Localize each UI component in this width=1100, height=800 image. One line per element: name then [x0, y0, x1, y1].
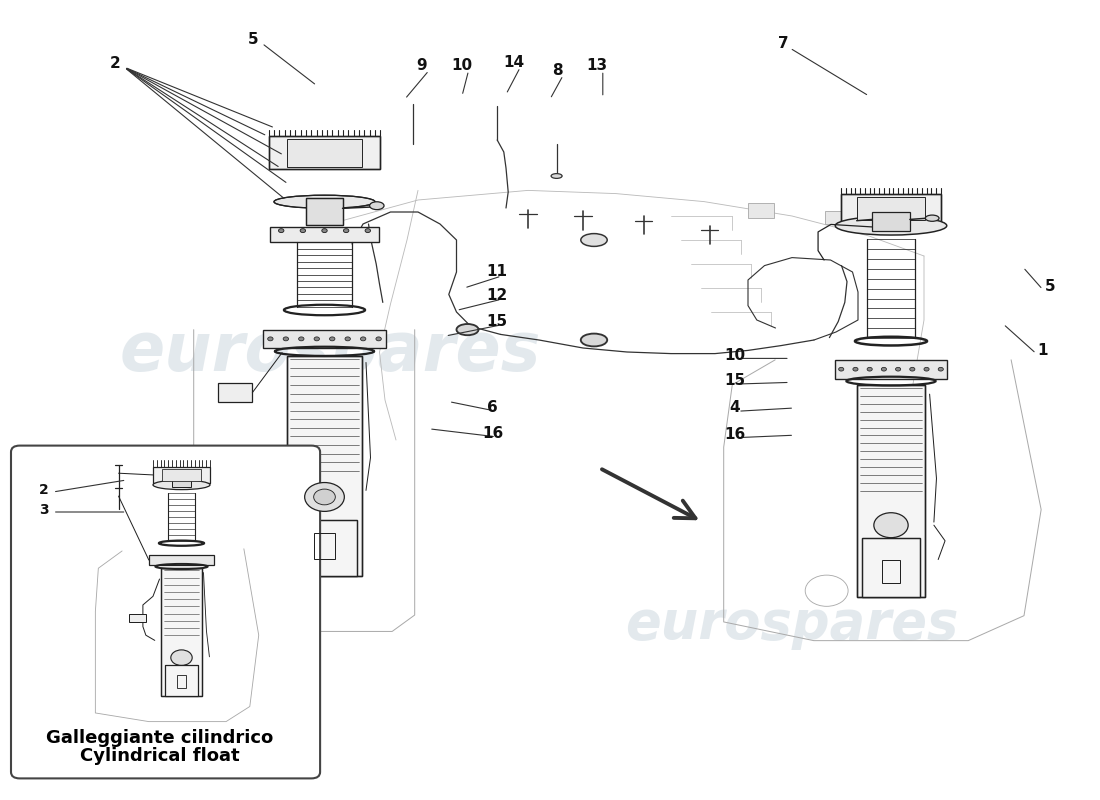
Circle shape	[170, 650, 192, 666]
Text: 3: 3	[40, 503, 48, 518]
Circle shape	[881, 367, 887, 371]
Circle shape	[376, 337, 382, 341]
Circle shape	[345, 337, 351, 341]
FancyBboxPatch shape	[129, 614, 146, 622]
FancyBboxPatch shape	[287, 356, 362, 576]
Text: eurospares: eurospares	[625, 598, 959, 650]
Text: Cylindrical float: Cylindrical float	[79, 747, 240, 765]
Text: 10: 10	[724, 348, 746, 362]
Circle shape	[283, 337, 288, 341]
Ellipse shape	[925, 215, 939, 222]
Text: Galleggiante cilindrico: Galleggiante cilindrico	[46, 730, 273, 747]
Circle shape	[267, 337, 273, 341]
Ellipse shape	[581, 334, 607, 346]
Text: 15: 15	[724, 374, 746, 388]
Text: 1: 1	[1037, 343, 1048, 358]
FancyBboxPatch shape	[857, 385, 925, 597]
Ellipse shape	[274, 195, 375, 208]
Text: 15: 15	[486, 314, 508, 329]
Circle shape	[343, 229, 349, 233]
Circle shape	[838, 367, 844, 371]
Text: eurospares: eurospares	[119, 319, 541, 385]
Ellipse shape	[153, 480, 210, 490]
Circle shape	[305, 482, 344, 511]
Text: 11: 11	[486, 265, 508, 279]
FancyBboxPatch shape	[268, 136, 381, 169]
Circle shape	[867, 367, 872, 371]
Text: 14: 14	[503, 55, 525, 70]
Circle shape	[852, 367, 858, 371]
Text: 4: 4	[729, 401, 740, 415]
Circle shape	[910, 367, 915, 371]
Circle shape	[278, 229, 284, 233]
Ellipse shape	[370, 202, 384, 210]
Circle shape	[361, 337, 366, 341]
Text: 5: 5	[1045, 279, 1056, 294]
FancyBboxPatch shape	[165, 665, 198, 696]
FancyBboxPatch shape	[748, 203, 774, 218]
Ellipse shape	[456, 324, 478, 335]
FancyBboxPatch shape	[287, 138, 362, 166]
Circle shape	[873, 513, 909, 538]
FancyBboxPatch shape	[163, 469, 200, 481]
FancyBboxPatch shape	[263, 330, 386, 348]
FancyBboxPatch shape	[271, 226, 378, 242]
Text: 16: 16	[724, 427, 746, 442]
Circle shape	[924, 367, 930, 371]
Text: 5: 5	[248, 33, 258, 47]
FancyBboxPatch shape	[842, 194, 940, 222]
FancyBboxPatch shape	[11, 446, 320, 778]
Circle shape	[298, 337, 304, 341]
FancyBboxPatch shape	[148, 555, 214, 565]
Ellipse shape	[581, 234, 607, 246]
FancyBboxPatch shape	[857, 197, 925, 220]
Text: 6: 6	[487, 401, 498, 415]
Text: 8: 8	[552, 63, 563, 78]
Circle shape	[315, 337, 319, 341]
Circle shape	[322, 229, 327, 233]
Circle shape	[895, 367, 901, 371]
FancyBboxPatch shape	[825, 211, 849, 224]
Text: 10: 10	[451, 58, 473, 73]
Ellipse shape	[551, 174, 562, 178]
Text: 16: 16	[482, 426, 504, 441]
Text: 7: 7	[778, 37, 789, 51]
FancyBboxPatch shape	[218, 383, 252, 402]
FancyBboxPatch shape	[153, 466, 210, 483]
FancyBboxPatch shape	[835, 360, 947, 378]
FancyBboxPatch shape	[872, 212, 910, 230]
Circle shape	[938, 367, 944, 371]
Circle shape	[365, 229, 371, 233]
Circle shape	[300, 229, 306, 233]
Text: 12: 12	[486, 289, 508, 303]
Circle shape	[330, 337, 334, 341]
FancyBboxPatch shape	[861, 538, 921, 597]
Circle shape	[314, 489, 336, 505]
Text: 2: 2	[40, 482, 48, 497]
Text: 13: 13	[586, 58, 608, 73]
Text: 9: 9	[416, 58, 427, 73]
FancyBboxPatch shape	[292, 520, 358, 576]
FancyBboxPatch shape	[307, 198, 342, 225]
FancyBboxPatch shape	[172, 478, 191, 487]
FancyBboxPatch shape	[162, 568, 201, 696]
Ellipse shape	[835, 216, 947, 235]
Text: 2: 2	[110, 57, 121, 71]
